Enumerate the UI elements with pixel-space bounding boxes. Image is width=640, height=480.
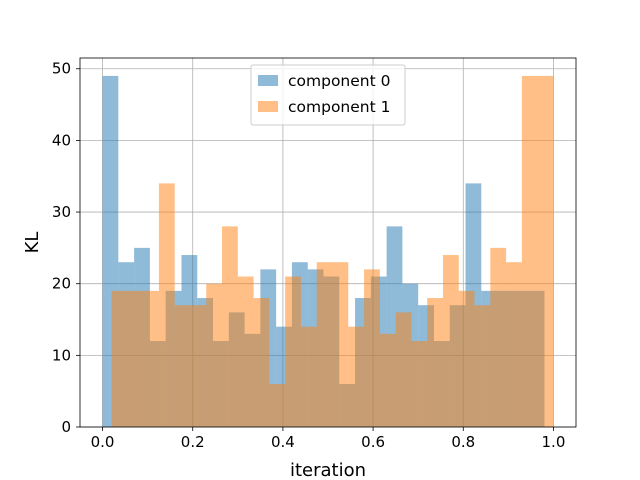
legend-label-component-0: component 0 [288, 72, 390, 90]
histogram-bar-component-1 [395, 312, 412, 427]
x-tick-label: 0.0 [91, 433, 115, 451]
legend: component 0 component 1 [250, 64, 406, 126]
histogram-bar-component-1 [364, 269, 380, 427]
histogram-bar-component-1 [237, 276, 254, 427]
plot-frame [79, 57, 577, 428]
x-axis-label: iteration [290, 460, 366, 480]
histogram-bar-component-1 [474, 305, 491, 427]
histogram-bar-component-1 [253, 298, 270, 427]
histogram-bar-component-1 [442, 255, 459, 427]
histogram-bar-component-1 [490, 247, 507, 427]
histogram-bar-component-1 [348, 326, 365, 427]
legend-label-component-1: component 1 [288, 98, 390, 116]
y-tick-label: 40 [52, 131, 71, 149]
histogram-bar-component-1 [458, 290, 475, 427]
histogram-bar-component-1 [158, 183, 175, 427]
histogram-bars [102, 75, 554, 427]
histogram-bar-component-1 [143, 290, 159, 427]
histogram-bar-component-1 [190, 305, 207, 427]
histogram-bar-component-1 [427, 298, 443, 427]
y-tick-label: 30 [52, 203, 71, 221]
x-tick-label: 0.4 [271, 433, 295, 451]
histogram-bar-component-1 [537, 75, 554, 427]
y-tick-label: 10 [52, 346, 71, 364]
y-tick-label: 50 [52, 60, 71, 78]
x-tick-label: 0.8 [451, 433, 475, 451]
histogram-bar-component-1 [316, 262, 333, 427]
y-axis-label: KL [22, 232, 43, 254]
histogram-bar-component-1 [332, 262, 349, 427]
y-tick-label: 20 [52, 275, 71, 293]
histogram-bar-component-1 [285, 276, 301, 427]
histogram-bar-component-1 [111, 290, 128, 427]
legend-swatch-component-0 [258, 75, 278, 86]
x-tick-label: 1.0 [542, 433, 566, 451]
histogram-bar-component-1 [269, 384, 286, 427]
histogram-bar-component-1 [127, 290, 144, 427]
histogram-bar-component-1 [506, 262, 522, 427]
histogram-bar-component-1 [411, 341, 428, 427]
x-tick-label: 0.2 [181, 433, 205, 451]
histogram-bar-component-1 [174, 305, 191, 427]
y-tick-label: 0 [61, 418, 71, 436]
histogram-bar-component-1 [300, 326, 317, 427]
x-tick-label: 0.6 [361, 433, 385, 451]
axis-ticks: 0.0 0.2 0.4 0.6 0.8 1.0 0 10 20 30 40 50 [52, 60, 565, 451]
histogram-bar-component-1 [206, 283, 223, 427]
legend-box [250, 64, 406, 126]
legend-swatch-component-1 [258, 101, 278, 112]
histogram-bar-component-1 [521, 75, 538, 427]
histogram-bar-component-1 [222, 226, 238, 427]
histogram-bar-component-1 [379, 333, 396, 427]
